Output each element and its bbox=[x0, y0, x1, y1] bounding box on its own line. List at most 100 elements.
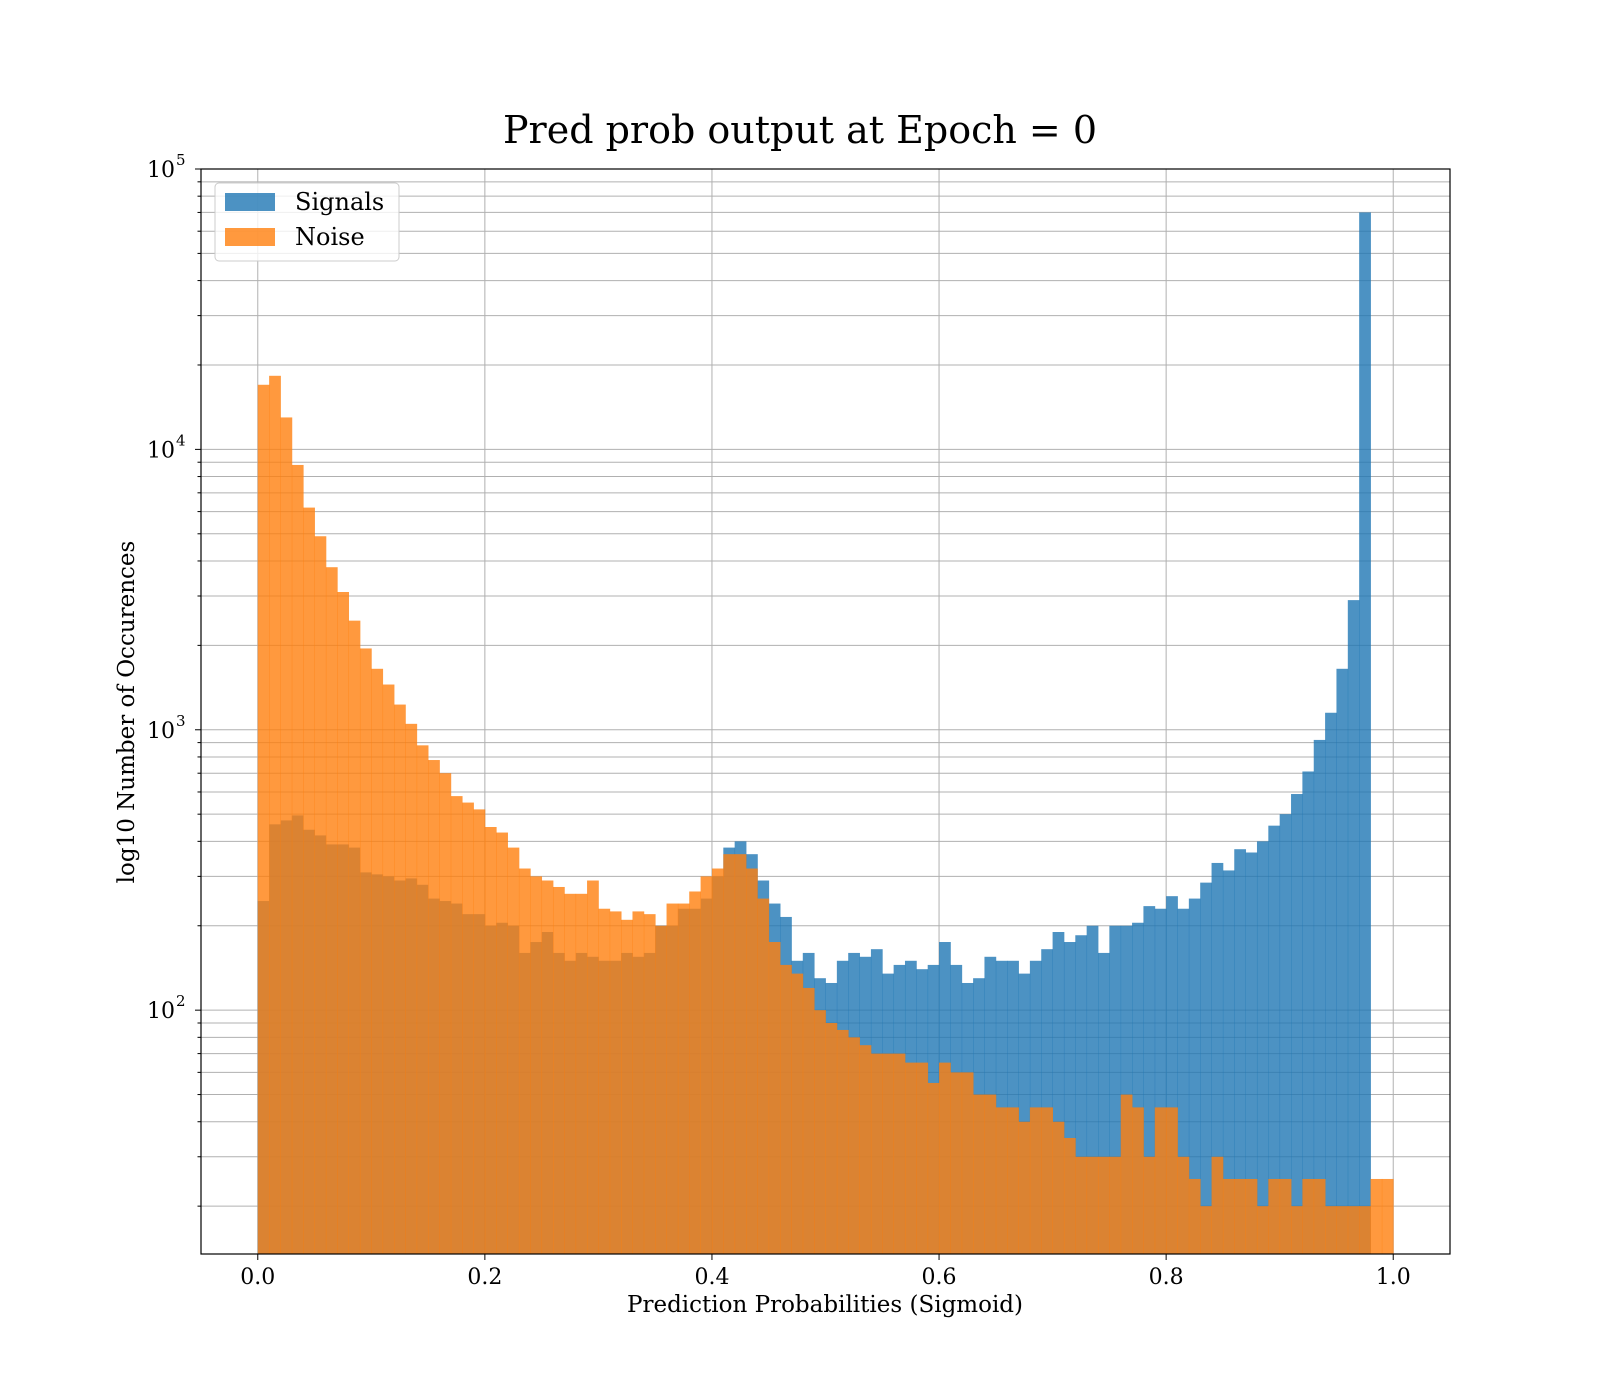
legend-swatch-noise bbox=[225, 228, 275, 246]
noise-bar-53 bbox=[859, 1045, 872, 1254]
noise-bar-25 bbox=[541, 880, 554, 1254]
noise-bar-75 bbox=[1109, 1156, 1122, 1254]
noise-bar-15 bbox=[428, 760, 440, 1254]
signal-bar-70 bbox=[1052, 931, 1065, 1254]
noise-bar-43 bbox=[746, 868, 758, 1254]
noise-bar-11 bbox=[382, 684, 395, 1254]
noise-bar-70 bbox=[1052, 1121, 1065, 1254]
signal-bar-91 bbox=[1291, 794, 1303, 1254]
legend-label-noise: Noise bbox=[295, 223, 365, 251]
y-tick-base: 10 bbox=[147, 999, 175, 1024]
noise-bar-91 bbox=[1291, 1206, 1303, 1254]
noise-bar-83 bbox=[1200, 1206, 1212, 1254]
noise-bar-40 bbox=[711, 868, 724, 1254]
legend: Signals Noise bbox=[214, 182, 400, 262]
noise-bar-2 bbox=[280, 417, 293, 1254]
y-tick-base: 10 bbox=[147, 438, 175, 463]
noise-bar-8 bbox=[348, 620, 361, 1254]
noise-bar-79 bbox=[1154, 1107, 1167, 1254]
noise-bar-22 bbox=[507, 847, 520, 1254]
noise-bar-44 bbox=[757, 898, 770, 1254]
noise-bar-3 bbox=[291, 464, 304, 1254]
x-tick-label: 0.2 bbox=[467, 1265, 502, 1290]
noise-bar-92 bbox=[1302, 1178, 1315, 1254]
noise-bar-32 bbox=[621, 919, 633, 1254]
noise-bar-77 bbox=[1132, 1107, 1144, 1254]
noise-bar-86 bbox=[1234, 1178, 1247, 1254]
noise-bar-33 bbox=[632, 911, 645, 1254]
noise-bar-95 bbox=[1336, 1206, 1349, 1254]
noise-bar-81 bbox=[1177, 1156, 1190, 1254]
signal-bar-67 bbox=[1018, 973, 1031, 1254]
signal-bar-68 bbox=[1029, 960, 1042, 1254]
signal-bar-65 bbox=[995, 960, 1008, 1254]
noise-bar-73 bbox=[1086, 1156, 1099, 1254]
y-tick-base: 10 bbox=[147, 158, 175, 183]
signal-bar-84 bbox=[1211, 862, 1224, 1254]
noise-bar-48 bbox=[802, 987, 815, 1254]
x-tick-label: 0.4 bbox=[694, 1265, 729, 1290]
noise-bar-52 bbox=[848, 1037, 860, 1254]
noise-bar-56 bbox=[893, 1053, 906, 1254]
x-tick-label: 0.8 bbox=[1149, 1265, 1184, 1290]
noise-bar-67 bbox=[1018, 1121, 1031, 1254]
signal-bar-96 bbox=[1347, 600, 1360, 1254]
noise-bar-18 bbox=[462, 802, 474, 1254]
y-tick-label: 10 2 bbox=[147, 992, 186, 1024]
noise-bar-74 bbox=[1098, 1156, 1110, 1254]
signal-bar-87 bbox=[1245, 852, 1258, 1254]
signal-bar-79 bbox=[1154, 908, 1167, 1254]
noise-bar-7 bbox=[337, 592, 350, 1254]
y-axis-label: log10 Number of Occurences bbox=[114, 541, 140, 884]
y-tick-exponent: 4 bbox=[176, 431, 186, 449]
noise-bar-58 bbox=[916, 1062, 929, 1254]
y-tick-base: 10 bbox=[147, 719, 175, 744]
signal-bar-80 bbox=[1166, 896, 1178, 1254]
noise-bar-5 bbox=[314, 536, 327, 1254]
noise-bar-76 bbox=[1120, 1094, 1133, 1254]
signal-bar-81 bbox=[1177, 908, 1190, 1254]
signal-bar-73 bbox=[1086, 925, 1099, 1254]
noise-bar-28 bbox=[575, 893, 588, 1254]
legend-swatch-signals bbox=[225, 193, 275, 211]
noise-bar-35 bbox=[655, 925, 667, 1254]
signal-bar-83 bbox=[1200, 882, 1212, 1254]
chart-title: Pred prob output at Epoch = 0 bbox=[503, 108, 1097, 152]
signal-bar-76 bbox=[1120, 925, 1133, 1254]
noise-bar-69 bbox=[1041, 1107, 1053, 1254]
noise-bar-90 bbox=[1279, 1178, 1292, 1254]
noise-bar-37 bbox=[677, 903, 690, 1254]
noise-bar-60 bbox=[939, 1062, 951, 1254]
noise-bar-49 bbox=[814, 1010, 826, 1254]
x-axis-ticks: 0.0 0.2 0.4 0.6 0.8 1.0 bbox=[240, 1254, 1411, 1290]
y-tick-label: 10 5 bbox=[147, 151, 186, 183]
noise-bar-94 bbox=[1325, 1206, 1337, 1254]
noise-bar-45 bbox=[768, 942, 781, 1254]
signal-bar-72 bbox=[1075, 935, 1088, 1254]
y-tick-exponent: 2 bbox=[176, 992, 186, 1010]
noise-bar-20 bbox=[484, 827, 497, 1254]
noise-bar-63 bbox=[973, 1094, 985, 1254]
y-tick-exponent: 3 bbox=[176, 712, 186, 730]
noise-bar-0 bbox=[257, 384, 270, 1254]
noise-bar-30 bbox=[598, 908, 611, 1254]
noise-bar-19 bbox=[473, 809, 486, 1254]
signal-bar-78 bbox=[1143, 906, 1156, 1254]
noise-bar-88 bbox=[1256, 1206, 1269, 1254]
noise-bar-97 bbox=[1359, 1206, 1371, 1254]
signal-bar-93 bbox=[1313, 739, 1326, 1254]
noise-bar-24 bbox=[530, 876, 543, 1254]
signal-bar-88 bbox=[1256, 841, 1269, 1254]
noise-bar-68 bbox=[1029, 1107, 1042, 1254]
noise-bar-39 bbox=[700, 876, 713, 1254]
noise-bar-62 bbox=[961, 1072, 974, 1254]
noise-bar-89 bbox=[1268, 1178, 1281, 1254]
noise-bar-64 bbox=[984, 1094, 997, 1254]
signal-bar-92 bbox=[1302, 771, 1315, 1254]
noise-bar-21 bbox=[496, 832, 508, 1254]
signal-bar-94 bbox=[1325, 712, 1337, 1254]
noise-bar-71 bbox=[1063, 1137, 1076, 1254]
noise-bars bbox=[257, 375, 1394, 1254]
plot-frame bbox=[200, 168, 1451, 1255]
